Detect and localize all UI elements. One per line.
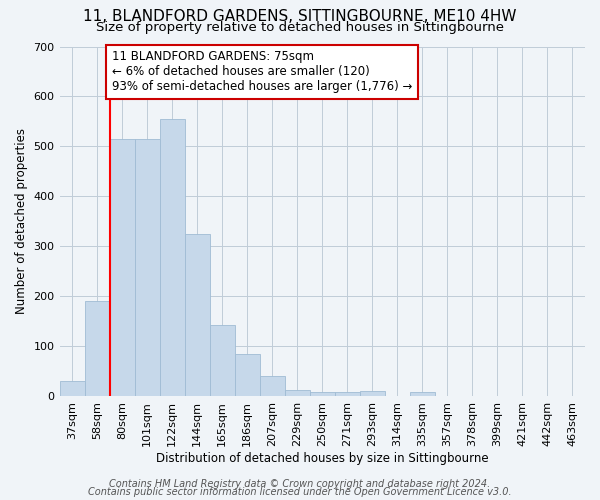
X-axis label: Distribution of detached houses by size in Sittingbourne: Distribution of detached houses by size … bbox=[156, 452, 488, 465]
Bar bbox=[235, 354, 260, 397]
Text: Contains public sector information licensed under the Open Government Licence v3: Contains public sector information licen… bbox=[88, 487, 512, 497]
Bar bbox=[335, 392, 360, 396]
Bar bbox=[260, 376, 285, 396]
Bar bbox=[110, 139, 134, 396]
Bar bbox=[85, 302, 110, 396]
Y-axis label: Number of detached properties: Number of detached properties bbox=[15, 128, 28, 314]
Bar bbox=[310, 392, 335, 396]
Bar bbox=[285, 390, 310, 396]
Bar bbox=[360, 392, 385, 396]
Bar bbox=[410, 392, 435, 396]
Bar bbox=[59, 382, 85, 396]
Bar bbox=[134, 139, 160, 396]
Text: Contains HM Land Registry data © Crown copyright and database right 2024.: Contains HM Land Registry data © Crown c… bbox=[109, 479, 491, 489]
Bar bbox=[209, 326, 235, 396]
Bar bbox=[160, 119, 185, 396]
Text: Size of property relative to detached houses in Sittingbourne: Size of property relative to detached ho… bbox=[96, 21, 504, 34]
Text: 11, BLANDFORD GARDENS, SITTINGBOURNE, ME10 4HW: 11, BLANDFORD GARDENS, SITTINGBOURNE, ME… bbox=[83, 9, 517, 24]
Text: 11 BLANDFORD GARDENS: 75sqm
← 6% of detached houses are smaller (120)
93% of sem: 11 BLANDFORD GARDENS: 75sqm ← 6% of deta… bbox=[112, 50, 412, 94]
Bar bbox=[185, 234, 209, 396]
